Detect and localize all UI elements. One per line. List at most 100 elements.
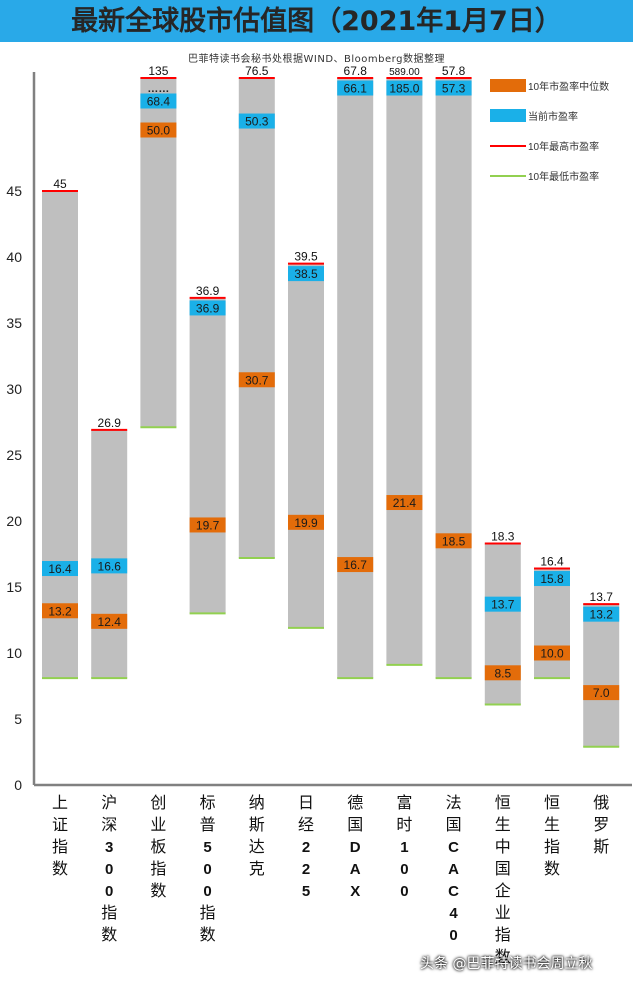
x-category-label-char: 数 [101,926,117,944]
median-pe-marker [288,514,324,530]
median-pe-marker [140,122,177,138]
x-category-label-char: 恒 [544,794,560,812]
off-scale-ellipsis: …… [147,83,169,95]
max-value-label: 26.9 [98,416,122,430]
y-tick-label: 30 [6,381,22,397]
x-category-label-char: 生 [544,816,560,834]
x-category-label-char: 2 [302,861,310,878]
x-category-label-char: 数 [544,860,560,878]
median-pe-label: 30.7 [245,373,269,387]
x-category-label-char: 1 [400,839,408,856]
y-tick-label: 10 [6,645,22,661]
median-pe-marker [189,517,226,533]
current-pe-marker [238,113,275,129]
x-category-label-char: 上 [52,794,68,812]
x-category-label-char: A [448,861,459,878]
max-value-label: 67.8 [344,64,368,78]
current-pe-marker [534,571,570,587]
current-pe-marker [337,80,374,96]
legend-label-min: 10年最低市盈率 [528,170,599,183]
current-pe-marker [140,93,177,109]
x-category-label-char: 纳 [249,794,265,812]
median-pe-label: 13.2 [48,604,72,618]
x-category-label-char: 指 [200,904,216,922]
range-bar [91,429,128,679]
median-pe-marker [42,603,78,619]
x-category-label-char: 0 [203,883,211,900]
median-pe-label: 10.0 [540,647,564,661]
x-category-label-char: 0 [105,883,113,900]
x-category-label-char: 企 [495,882,511,900]
y-tick-label: 15 [6,579,22,595]
x-category-label-char: 罗 [593,816,609,834]
median-pe-label: 21.4 [393,496,417,510]
current-pe-label: 13.7 [491,598,515,612]
median-pe-label: 19.9 [294,516,318,530]
current-pe-marker [42,561,78,577]
x-category-label-char: 4 [449,905,458,922]
median-pe-marker [435,533,472,549]
median-pe-marker [238,372,275,388]
legend-swatch-median [490,79,526,92]
y-tick-label: 20 [6,513,22,529]
y-tick-label: 40 [6,249,22,265]
x-category-label-char: 指 [544,838,560,856]
x-category-label-char: 5 [203,839,211,856]
max-value-label: 36.9 [196,284,220,298]
x-category-label-char: 0 [449,927,457,944]
y-tick-label: 35 [6,315,22,331]
x-category-label-char: 指 [101,904,117,922]
x-category-label-char: 时 [396,816,412,834]
median-pe-label: 12.4 [98,615,122,629]
x-category-label-char: 生 [495,816,511,834]
x-category-label-char: 深 [101,816,117,834]
current-pe-marker [386,80,423,96]
x-category-label-char: 国 [495,861,511,878]
range-bar [583,604,620,747]
max-value-label: 589.00 [389,67,420,78]
x-category-label-char: 恒 [495,794,511,812]
max-value-label: 135 [148,64,168,78]
x-category-label-char: 沪 [101,794,117,812]
median-pe-marker [583,685,620,701]
x-category-label-char: 业 [495,904,511,922]
current-pe-marker [583,606,620,622]
x-category-label-char: 数 [200,926,216,944]
median-pe-marker [91,613,128,629]
range-bar [288,263,324,628]
current-pe-label: 15.8 [540,572,564,586]
range-bar [386,78,423,665]
current-pe-label: 36.9 [196,301,220,315]
x-category-label-char: C [448,839,459,856]
x-category-label-char: 业 [150,816,166,834]
chart-title: 最新全球股市估值图（2021年1月7日） [0,0,633,42]
watermark: 头条 @巴菲特读书会周立秋 [420,956,593,972]
x-category-label-char: D [350,839,361,856]
median-pe-label: 18.5 [442,534,466,548]
range-bar [189,297,226,614]
current-pe-label: 13.2 [590,608,614,622]
x-category-label-char: 克 [249,860,265,878]
current-pe-label: 66.1 [344,82,368,96]
x-category-label-char: 板 [150,838,166,856]
max-value-label: 57.8 [442,64,466,78]
x-category-label-char: 2 [302,839,310,856]
legend-label-max: 10年最高市盈率 [528,140,599,153]
range-bar [42,191,78,679]
current-pe-marker [435,80,472,96]
x-category-label-char: 0 [400,861,408,878]
x-category-label-char: 0 [105,861,113,878]
current-pe-label: 16.4 [48,562,72,576]
max-value-label: 45 [53,177,67,191]
x-category-label-char: 证 [52,816,68,834]
max-value-label: 18.3 [491,529,515,543]
x-category-label-char: 数 [52,860,68,878]
median-pe-label: 7.0 [593,686,610,700]
x-category-label-char: 达 [249,838,265,856]
legend-swatch-current [490,109,526,122]
x-category-label-char: 3 [105,839,113,856]
x-category-label-char: 斯 [593,838,609,856]
x-category-label-char: 0 [203,861,211,878]
chart-subtitle: 巴菲特读书会秘书处根据WIND、Bloomberg数据整理 [188,54,445,65]
